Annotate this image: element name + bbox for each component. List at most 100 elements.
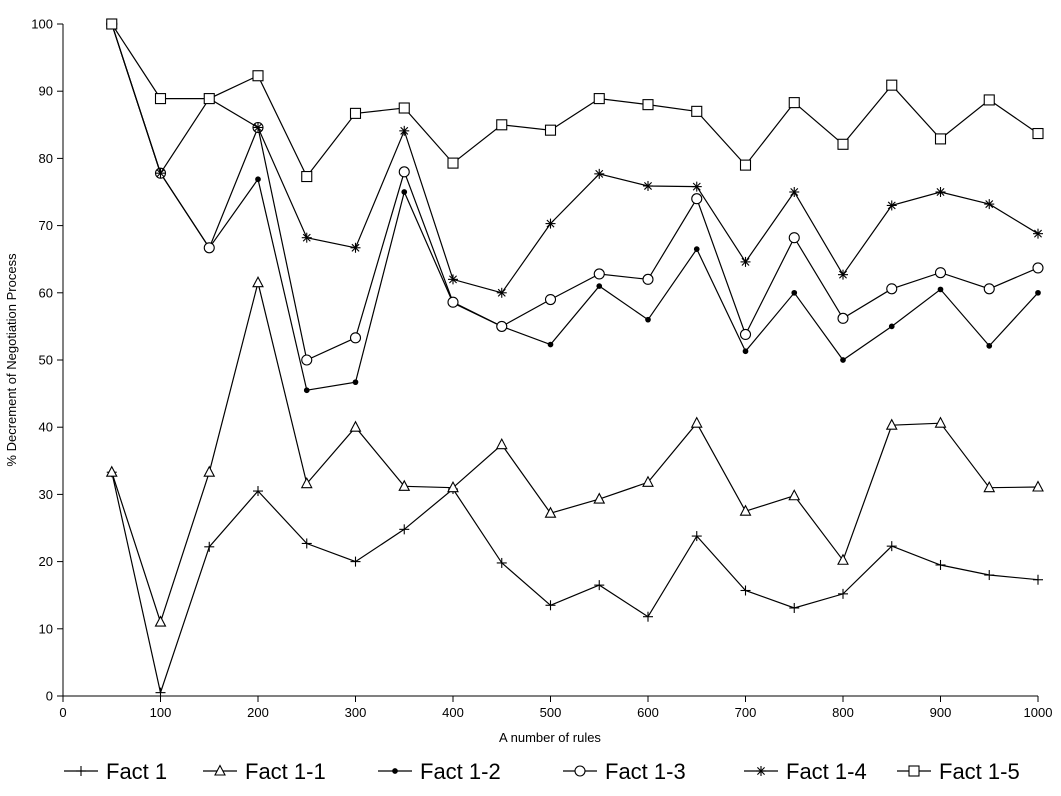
y-tick-label: 20 [39,554,53,569]
data-point [840,357,846,363]
x-tick-label: 300 [345,705,367,720]
data-point [447,157,459,169]
x-tick-label: 700 [735,705,757,720]
data-point [888,323,895,330]
data-point [447,480,459,493]
series-fact-1 [106,467,1043,698]
data-point [593,492,606,504]
series-fact-1-1 [105,276,1044,627]
data-point [106,18,118,30]
data-point [301,538,312,549]
data-point [934,133,947,145]
data-point [544,293,557,306]
y-tick-label: 50 [39,353,53,368]
y-tick-label: 70 [39,218,53,233]
data-point [838,588,848,599]
data-point [545,218,556,229]
data-point [983,283,995,295]
data-point [105,465,118,477]
data-point [593,268,605,280]
data-point [352,379,359,386]
x-tick-label: 1000 [1024,705,1053,720]
data-point [253,122,263,133]
data-point [300,476,313,489]
data-point [739,504,752,516]
data-point [544,506,557,518]
data-point [544,124,557,136]
legend-label: Fact 1-1 [245,759,326,784]
legend-label: Fact 1-2 [420,759,501,784]
legend-label: Fact 1 [106,759,167,784]
y-tick-label: 40 [39,420,53,435]
legend-marker [908,765,920,777]
series-line [111,23,1039,294]
data-point [1033,574,1043,585]
data-point [401,189,408,195]
series-line [111,23,1039,178]
data-point [398,479,411,491]
data-point [1032,262,1044,274]
data-point [935,187,946,197]
x-tick-label: 200 [247,705,269,720]
x-tick-label: 800 [832,705,854,720]
data-point [547,341,554,348]
y-tick-label: 30 [39,487,53,502]
legend-marker [756,766,766,776]
series-line [111,23,1039,391]
data-point [204,541,215,552]
data-point [203,242,215,254]
data-point [496,320,508,332]
legend-label: Fact 1-3 [605,759,686,784]
data-point [642,273,654,285]
data-point [691,531,702,542]
legend-item: Fact 1-3 [563,759,686,784]
data-point [837,553,849,565]
legend-item: Fact 1-1 [203,759,326,784]
data-point [253,486,263,497]
data-point [886,79,898,91]
data-point [350,556,361,567]
data-point [984,199,995,210]
data-point [886,283,898,295]
legend-label: Fact 1-4 [786,759,867,784]
data-point [934,267,947,279]
data-point [495,437,508,450]
data-point [789,602,800,613]
axes: 0 100 200 300 400 500 600 700 800 900 1000 0 10 20 30 4… [31,17,1052,721]
data-point [934,416,947,428]
data-point [154,615,167,627]
data-point [255,176,261,183]
data-point [203,93,215,105]
legend-marker [392,768,398,774]
x-tick-label: 100 [150,705,172,720]
data-point [983,94,995,106]
legend-marker [574,765,586,777]
data-point [740,256,751,267]
legend-marker [76,766,86,776]
data-point [349,107,362,119]
data-point [594,168,605,179]
data-point [399,524,410,535]
legend-item: Fact 1-2 [378,759,501,784]
data-point [545,600,556,611]
data-point [399,125,410,136]
x-tick-label: 0 [59,705,66,720]
data-point [252,276,264,288]
data-point [691,105,703,117]
data-point [740,585,751,596]
data-point [742,348,749,355]
series-fact-1-4 [106,19,1043,298]
x-tick-label: 900 [930,705,952,720]
legend-item: Fact 1 [64,759,167,784]
data-point [1032,480,1044,492]
y-tick-label: 0 [46,689,53,704]
legend-item: Fact 1-5 [897,759,1020,784]
data-point [1035,289,1041,296]
data-point [791,289,798,296]
data-point [596,283,603,289]
data-point [1032,127,1044,140]
y-tick-label: 100 [31,17,53,32]
data-point [301,354,313,366]
data-point [642,475,654,487]
